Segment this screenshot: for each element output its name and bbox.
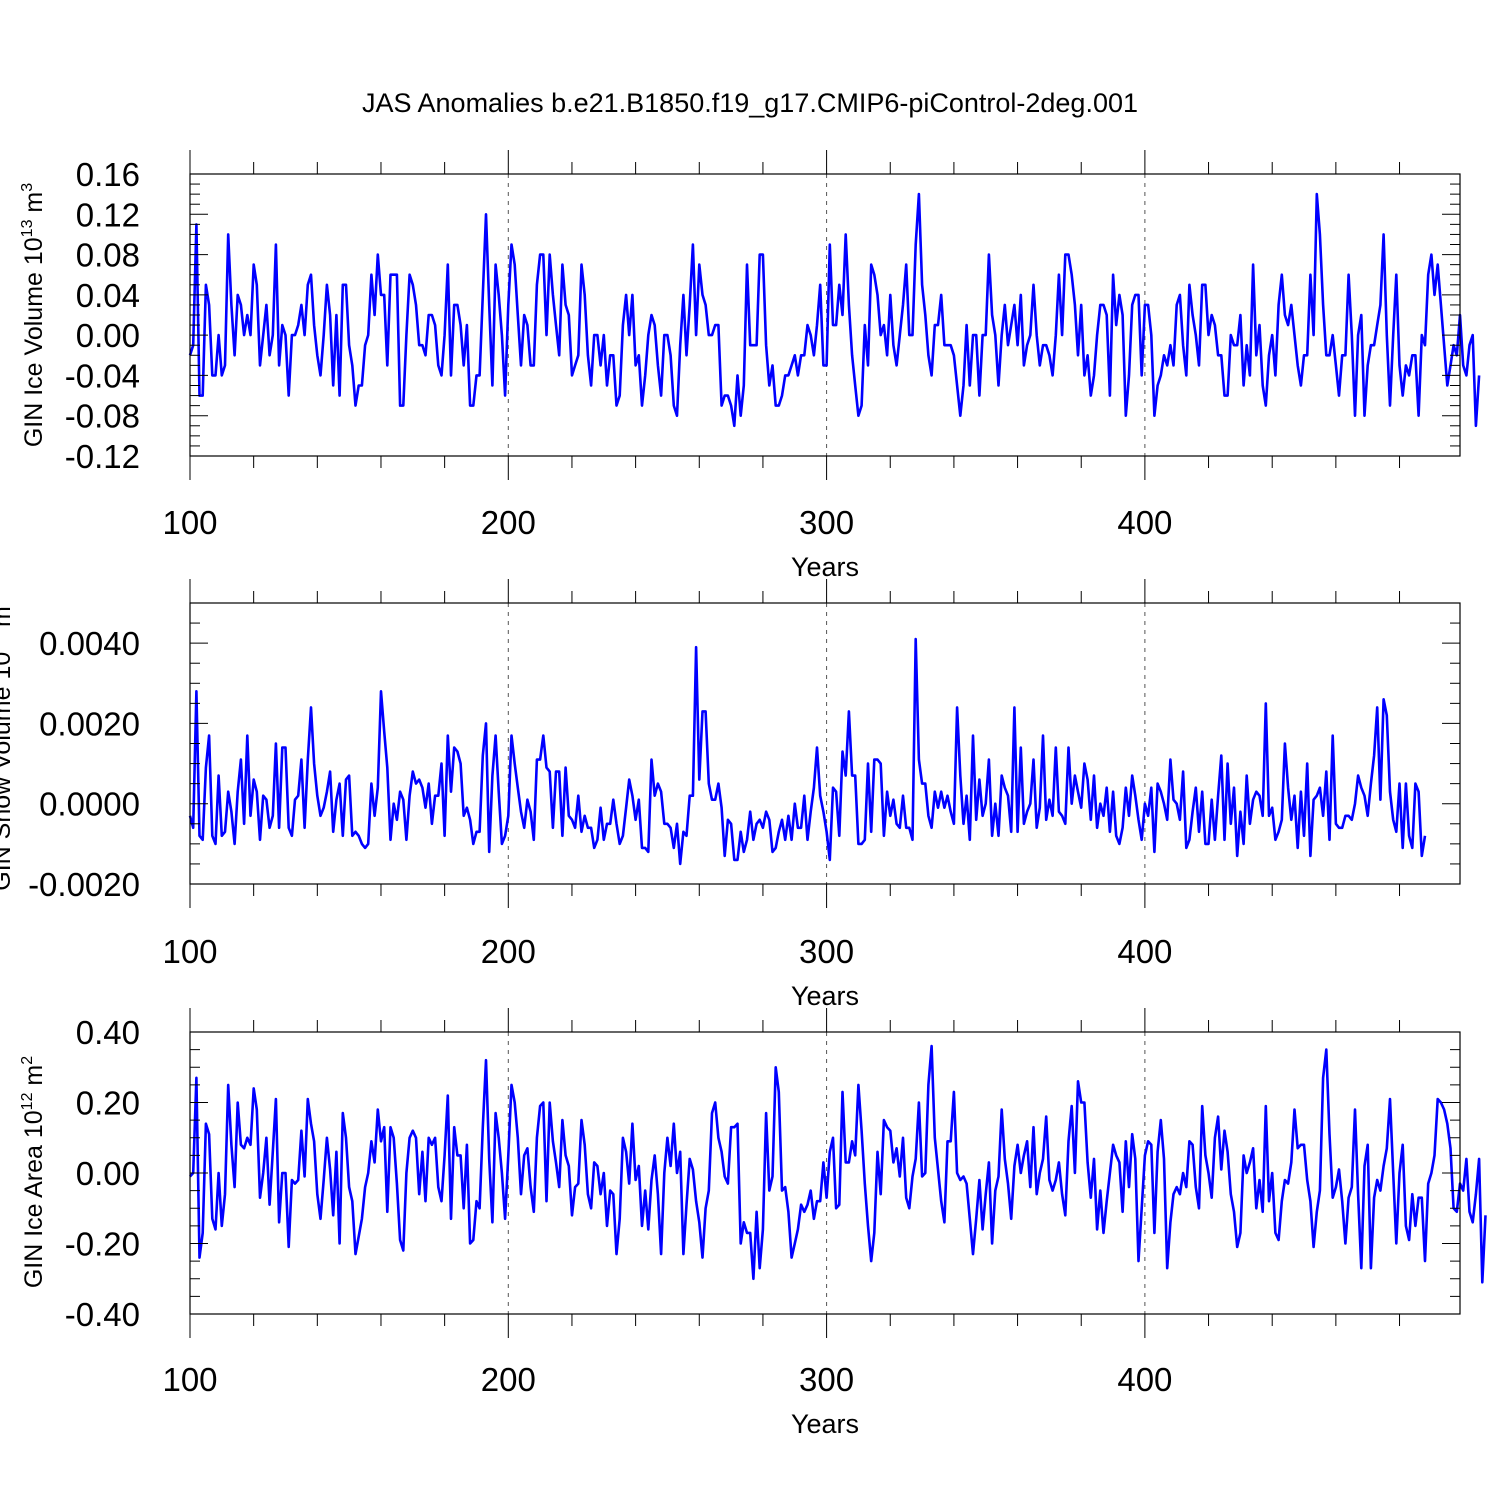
y-tick-label: -0.40: [65, 1296, 140, 1333]
series-line: [188, 192, 1481, 428]
x-axis-label: Years: [791, 1409, 859, 1439]
y-tick-label: -0.0020: [28, 866, 140, 903]
y-axis-label-superscript: 12: [19, 1092, 36, 1110]
y-tick-label: 0.0000: [39, 786, 140, 823]
y-axis-label-part: GIN Snow Volume 10: [0, 652, 16, 891]
y-tick-label: 0.0020: [39, 705, 140, 742]
y-tick-label: 0.08: [76, 237, 140, 274]
panel-snow-volume: 100 200 300 400 Years -0.0020 0.0000 0.0020 0.00…: [0, 579, 1461, 1011]
y-tick-label: -0.08: [65, 398, 140, 435]
series-line: [188, 637, 1427, 866]
y-tick-label: 0.12: [76, 196, 140, 233]
x-tick-label: 100: [162, 504, 217, 541]
y-axis-label-superscript: 13: [19, 219, 36, 237]
y-tick-label: 0.04: [76, 277, 140, 314]
y-tick-label: 0.20: [76, 1085, 140, 1122]
x-tick-label: 200: [481, 933, 536, 970]
x-tick-label: 100: [162, 1361, 217, 1398]
y-tick-label: -0.20: [65, 1226, 140, 1263]
y-axis-label: GIN Ice Area 1012 m2: [19, 1056, 48, 1288]
chart-title: JAS Anomalies b.e21.B1850.f19_g17.CMIP6-…: [362, 88, 1138, 118]
y-axis-label-part: m: [20, 192, 48, 220]
y-axis-label-superscript: 2: [19, 1056, 36, 1065]
x-tick-label: 400: [1117, 933, 1172, 970]
x-tick-label: 400: [1117, 504, 1172, 541]
y-axis-label-part: GIN Ice Volume 10: [20, 237, 48, 447]
x-axis-label: Years: [791, 552, 859, 582]
series-line: [189, 1044, 1487, 1284]
y-tick-label: 0.40: [76, 1014, 140, 1051]
y-axis-label-part: m: [0, 606, 16, 634]
x-tick-label: 200: [481, 1361, 536, 1398]
y-axis-label: GIN Ice Volume 1013 m3: [19, 183, 48, 447]
x-axis-label: Years: [791, 981, 859, 1011]
y-axis-label-superscript: 3: [19, 183, 36, 192]
x-tick-label: 400: [1117, 1361, 1172, 1398]
y-axis-label-superscript: 13: [0, 634, 4, 652]
y-axis-label-part: GIN Ice Area 10: [20, 1110, 48, 1288]
y-tick-label: -0.12: [65, 438, 140, 475]
y-tick-label: 0.16: [76, 156, 140, 193]
x-tick-label: 300: [799, 504, 854, 541]
x-tick-label: 300: [799, 933, 854, 970]
y-tick-label: -0.04: [65, 357, 140, 394]
panel-ice-volume: 100 200 300 400 Years -0.12-0.08 -0.040.000.04…: [19, 150, 1481, 582]
y-tick-label: 0.00: [76, 317, 140, 354]
y-axis-label-part: m: [20, 1065, 48, 1093]
y-tick-label: 0.0040: [39, 625, 140, 662]
x-tick-label: 200: [481, 504, 536, 541]
y-axis-label: GIN Snow Volume 1013 m3: [0, 597, 16, 891]
y-tick-label: 0.00: [76, 1155, 140, 1192]
y-axis-label-superscript: 3: [0, 597, 4, 606]
x-tick-label: 100: [162, 933, 217, 970]
x-tick-label: 300: [799, 1361, 854, 1398]
panel-ice-area: 100 200 300 400 Years -0.40 -0.20 0.00 0.20 0.40 G…: [19, 1008, 1487, 1439]
